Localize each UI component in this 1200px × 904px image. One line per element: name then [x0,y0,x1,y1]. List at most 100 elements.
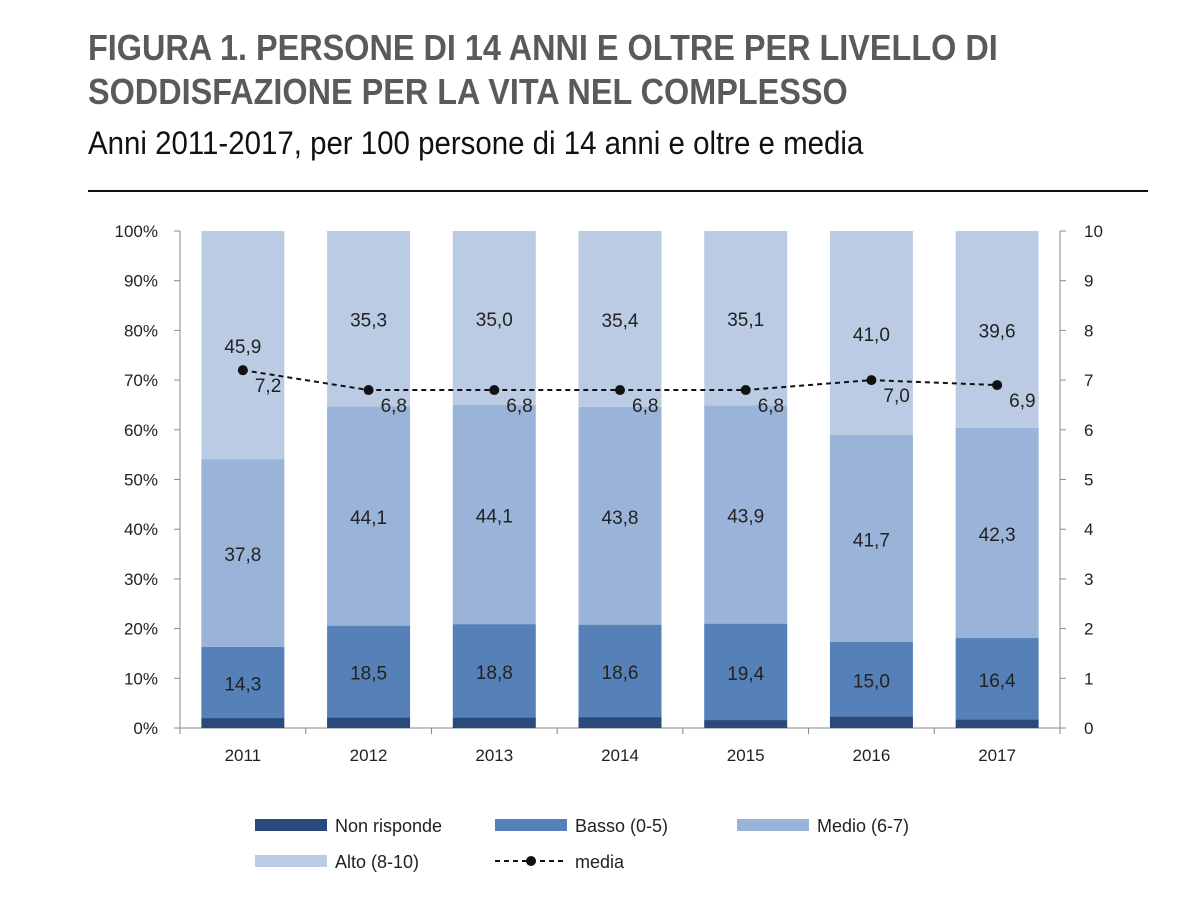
y-tick-label: 40% [124,520,158,539]
bar-alto-8-10--2011 [201,231,285,460]
data-label: 18,8 [476,663,513,684]
y-tick-label: 100% [115,222,158,241]
bar-alto-8-10--2014 [578,231,662,407]
legend-swatch [737,819,809,831]
bar-medio-6-7--2017 [955,427,1039,639]
media-label: 6,9 [1009,391,1035,412]
data-label: 44,1 [350,508,387,529]
y2-tick-label: 1 [1084,669,1093,688]
y-tick-label: 70% [124,371,158,390]
bar-medio-6-7--2012 [327,406,411,626]
data-label: 41,7 [853,530,890,551]
data-label: 18,6 [602,663,639,684]
media-point [866,375,877,386]
bar-medio-6-7--2011 [201,459,285,647]
media-point [740,385,751,396]
media-label: 6,8 [506,396,532,417]
data-label: 14,3 [224,675,261,696]
y2-tick-label: 2 [1084,620,1093,639]
y-tick-label: 0% [133,719,158,738]
media-label: 6,8 [381,396,407,417]
bar-basso-0-5--2012 [327,625,411,718]
data-label: 35,3 [350,311,387,332]
media-point [615,385,625,396]
y2-tick-label: 10 [1084,222,1103,241]
data-label: 41,0 [853,325,890,346]
y2-tick-label: 0 [1084,719,1093,738]
bar-alto-8-10--2015 [704,231,788,406]
bar-non-risponde-2011 [201,718,285,728]
x-tick-label: 2017 [978,746,1016,765]
legend-swatch [255,855,327,867]
media-label: 7,2 [255,376,281,397]
legend-label: Non risponde [335,816,442,836]
data-label: 42,3 [979,525,1016,546]
bar-non-risponde-2012 [327,717,411,728]
bar-basso-0-5--2015 [704,623,788,721]
bar-non-risponde-2014 [578,717,662,728]
title-rule [88,190,1148,192]
y-tick-label: 80% [124,321,158,340]
data-label: 35,0 [476,310,513,331]
chart-subtitle: Anni 2011-2017, per 100 persone di 14 an… [88,125,864,161]
data-label: 15,0 [853,671,890,692]
data-label: 19,4 [727,664,764,685]
legend-swatch [495,819,567,831]
legend-label: Alto (8-10) [335,852,419,872]
legend-media-point [526,856,536,866]
bar-basso-0-5--2016 [829,642,913,717]
x-tick-label: 2013 [475,746,513,765]
legend-label: media [575,852,625,872]
chart-title: FIGURA 1. PERSONE DI 14 ANNI E OLTRE PER… [88,27,998,112]
y2-tick-label: 7 [1084,371,1093,390]
bar-basso-0-5--2013 [452,624,536,718]
media-label: 7,0 [883,386,909,407]
x-tick-label: 2011 [225,746,262,765]
bar-basso-0-5--2011 [201,646,285,719]
bar-alto-8-10--2016 [829,231,913,435]
y-tick-label: 10% [124,669,158,688]
y2-tick-label: 3 [1084,570,1093,589]
media-label: 6,8 [758,396,784,417]
y2-tick-label: 5 [1084,471,1093,490]
y-tick-label: 20% [124,620,158,639]
legend-label: Medio (6-7) [817,816,909,836]
data-label: 44,1 [476,507,513,528]
y2-tick-label: 9 [1084,272,1093,291]
bar-medio-6-7--2015 [704,405,788,624]
bar-alto-8-10--2012 [327,231,411,407]
x-tick-label: 2016 [853,746,891,765]
y2-tick-label: 6 [1084,421,1093,440]
y-tick-label: 60% [124,421,158,440]
data-label: 37,8 [224,545,261,566]
data-label: 43,9 [727,507,764,528]
y-tick-label: 90% [124,272,158,291]
x-tick-label: 2014 [601,746,639,765]
data-label: 18,5 [350,664,387,685]
data-label: 43,8 [602,508,639,529]
bar-basso-0-5--2017 [955,638,1039,720]
media-point [363,385,374,396]
bar-non-risponde-2013 [452,717,536,728]
y-tick-label: 50% [124,471,158,490]
data-label: 39,6 [979,321,1016,342]
x-tick-label: 2015 [727,746,765,765]
bar-medio-6-7--2013 [452,404,536,625]
media-point [992,380,1003,391]
y2-tick-label: 4 [1084,520,1093,539]
data-label: 35,4 [602,311,639,332]
data-label: 45,9 [224,337,261,358]
media-point [489,385,500,396]
legend-swatch [255,819,327,831]
bar-alto-8-10--2013 [452,231,536,405]
media-point [237,365,248,376]
bar-non-risponde-2016 [829,716,913,728]
y2-tick-label: 8 [1084,321,1093,340]
bar-non-risponde-2017 [955,719,1039,728]
bar-non-risponde-2015 [704,720,788,728]
bar-basso-0-5--2014 [578,624,662,718]
data-label: 35,1 [727,310,764,331]
x-tick-label: 2012 [350,746,388,765]
y-tick-label: 30% [124,570,158,589]
